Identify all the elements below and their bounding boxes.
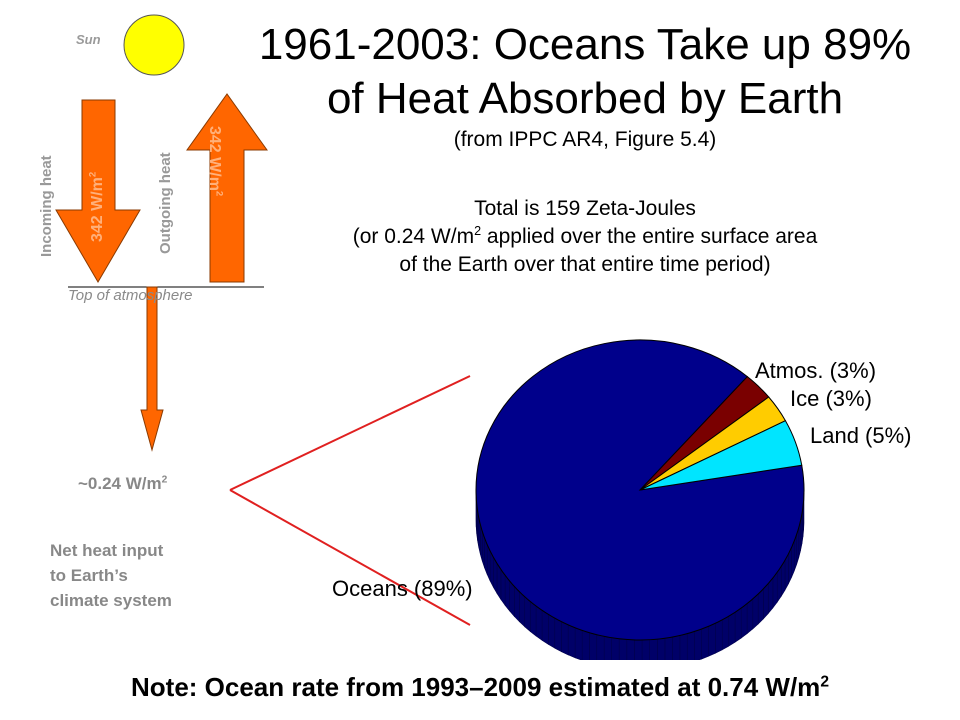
- incoming-arrow: [55, 99, 141, 283]
- zoom-line-bottom: [229, 489, 471, 626]
- pie-side-oceans: [618, 638, 628, 660]
- incoming-heat-label: Incoming heat: [38, 155, 55, 257]
- pie-side-oceans: [567, 624, 576, 659]
- total-heat-text: Total is 159 Zeta-Joules (or 0.24 W/m2 a…: [352, 197, 818, 276]
- pie-side-oceans: [603, 636, 612, 660]
- pie-side-oceans: [574, 627, 583, 660]
- pie-side-oceans: [728, 611, 736, 647]
- pie-label-atmos: Atmos. (3%): [755, 358, 877, 383]
- pie-side-oceans: [548, 613, 556, 649]
- pie-side-oceans: [649, 638, 658, 660]
- pie-label-land: Land (5%): [810, 423, 912, 448]
- pie-side-oceans: [641, 639, 651, 660]
- zoom-line-top: [229, 375, 471, 491]
- pie-side-oceans: [679, 633, 688, 660]
- pie-side-oceans: [589, 632, 598, 660]
- pie-side-oceans: [626, 639, 635, 660]
- pie-label-oceans: Oceans (89%): [332, 576, 473, 601]
- pie-side-oceans: [529, 600, 537, 637]
- footer-note: Note: Ocean rate from 1993–2009 estimate…: [131, 672, 829, 702]
- pie-side-oceans: [757, 588, 764, 625]
- pie-side-oceans: [524, 596, 531, 633]
- pie-side-oceans: [740, 602, 748, 639]
- source-citation: (from IPPC AR4, Figure 5.4): [453, 128, 717, 151]
- pie-side-oceans: [686, 631, 695, 660]
- pie-side-oceans: [708, 622, 716, 657]
- pie-side-oceans: [672, 635, 681, 660]
- pie-chart: [229, 339, 805, 660]
- net-heat-value: ~0.24 W/m2: [78, 474, 168, 493]
- sun-icon: [123, 14, 185, 76]
- pie-side-oceans: [581, 629, 590, 660]
- page-title: 1961-2003: Oceans Take up 89% of Heat Ab…: [258, 20, 912, 123]
- net-heat-caption: Net heat input to Earth’s climate system: [50, 541, 172, 610]
- pie-side-oceans: [554, 617, 562, 653]
- pie-side-oceans: [611, 637, 620, 660]
- energy-diagram: [55, 14, 268, 452]
- sun-label: Sun: [76, 32, 101, 47]
- pie-side-oceans: [664, 636, 673, 660]
- pie-side-oceans: [657, 637, 666, 660]
- pie-side-oceans: [535, 605, 543, 641]
- pie-label-ice: Ice (3%): [790, 386, 872, 411]
- pie-side-oceans: [541, 609, 549, 645]
- pie-slice-land: [639, 420, 803, 491]
- pie-side-oceans: [701, 625, 709, 660]
- pie-side-oceans: [734, 607, 742, 643]
- outgoing-heat-label: Outgoing heat: [157, 152, 174, 254]
- pie-side-oceans: [561, 621, 569, 656]
- pie-side-oceans: [634, 639, 643, 660]
- incoming-flux-label: 342 W/m2: [87, 171, 106, 242]
- top-of-atmosphere-label: Top of atmosphere: [68, 287, 193, 304]
- pie-side-oceans: [519, 590, 526, 628]
- pie-side-oceans: [721, 615, 730, 651]
- pie-side-oceans: [715, 619, 723, 654]
- net-heat-arrow: [140, 286, 164, 452]
- outgoing-arrow: [186, 93, 268, 283]
- pie-side-oceans: [746, 598, 754, 635]
- pie-side-oceans: [596, 634, 605, 660]
- pie-side-oceans: [694, 628, 702, 660]
- pie-side-oceans: [752, 593, 759, 630]
